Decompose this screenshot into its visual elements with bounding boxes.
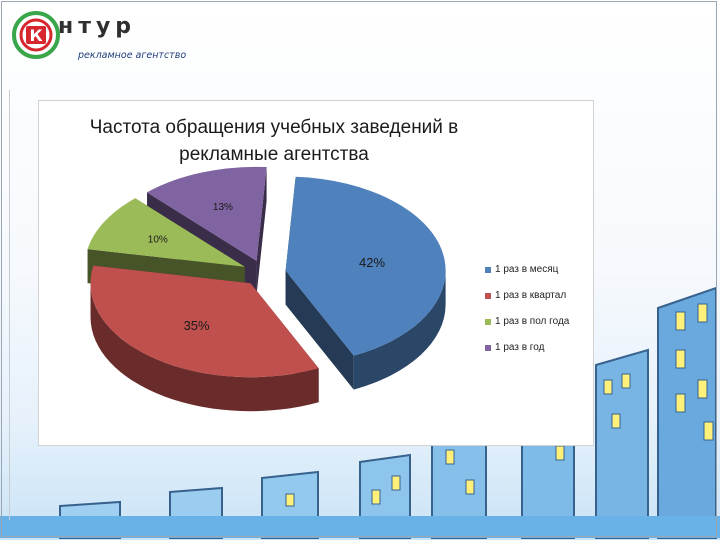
pie-slice-side	[90, 283, 319, 412]
legend-label: 1 раз в пол года	[495, 316, 570, 327]
legend-swatch	[485, 293, 491, 299]
pie-chart: 42% 35% 10% 13%	[87, 166, 446, 412]
logo-brand-text: нтур	[58, 14, 137, 39]
window	[465, 479, 475, 495]
legend-swatch	[485, 345, 491, 351]
chart-panel: Частота обращения учебных заведений в ре…	[38, 100, 594, 446]
pie-slice-2	[90, 265, 319, 412]
window	[371, 489, 381, 505]
pie-slice-top	[87, 198, 245, 267]
window	[391, 475, 401, 491]
legend-label: 1 раз в год	[495, 342, 545, 353]
pie-slice-wall	[285, 270, 354, 390]
logo-mark-icon: К	[12, 11, 60, 59]
chart-title-line-1: Частота обращения учебных заведений в	[89, 117, 459, 138]
pie-data-label: 10%	[148, 235, 168, 246]
window	[285, 493, 295, 507]
chart-title-line-2: рекламные агентства	[179, 144, 369, 165]
pie-slice-1	[285, 176, 446, 390]
pie-slice-top	[147, 166, 267, 261]
legend-swatch	[485, 267, 491, 273]
window	[621, 373, 631, 389]
legend-swatch	[485, 319, 491, 325]
pie-slice-top	[285, 176, 446, 356]
window	[675, 311, 686, 331]
window	[703, 421, 714, 441]
window	[611, 413, 621, 429]
ground-strip	[0, 516, 720, 538]
window	[697, 303, 708, 323]
window	[445, 449, 455, 465]
window	[555, 445, 565, 461]
logo-mark-letter: К	[29, 26, 42, 45]
window	[675, 349, 686, 369]
company-logo: К нтур рекламное агентство	[12, 8, 222, 68]
legend-label: 1 раз в квартал	[495, 290, 567, 301]
logo-ring-green	[12, 11, 60, 59]
pie-slice-wall	[256, 167, 267, 295]
window	[675, 393, 686, 413]
logo-badge	[26, 26, 46, 44]
logo-tagline: рекламное агентство	[78, 50, 187, 61]
chart-title: Частота обращения учебных заведений в ре…	[39, 114, 509, 168]
left-rule	[9, 90, 10, 520]
legend-label: 1 раз в месяц	[495, 264, 559, 275]
pie-data-label: 35%	[184, 318, 210, 333]
window	[697, 379, 708, 399]
pie-slice-top	[90, 265, 319, 378]
pie-data-label: 42%	[359, 255, 385, 270]
pie-slice-side	[353, 270, 446, 390]
building-tall-right	[657, 286, 717, 539]
pie-data-label: 13%	[213, 202, 233, 213]
window	[603, 379, 613, 395]
